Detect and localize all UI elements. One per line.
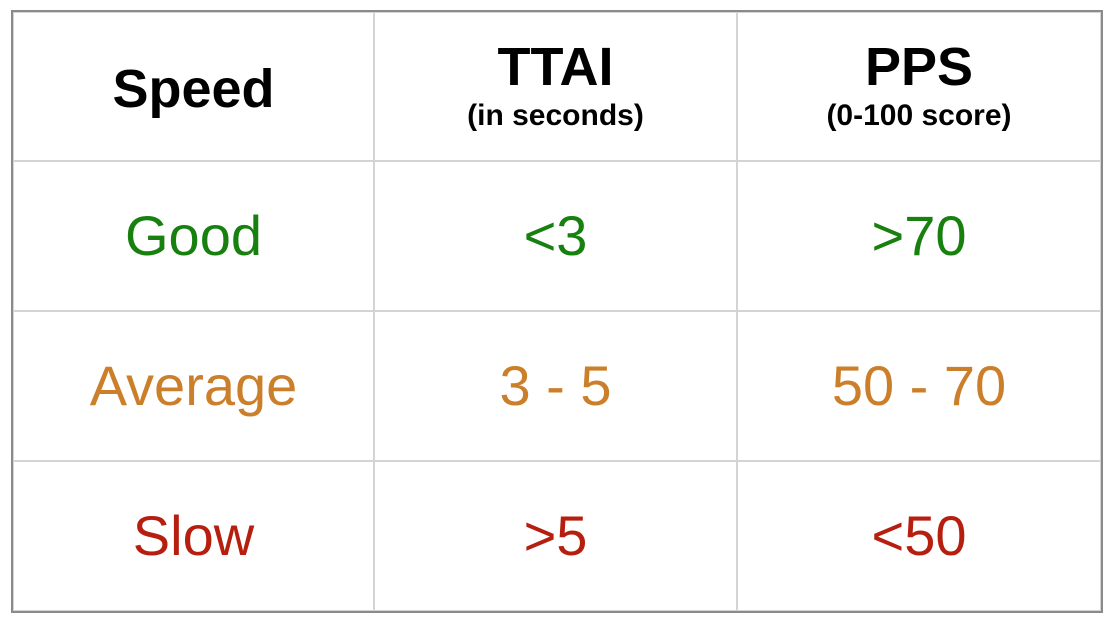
header-ttai-title: TTAI — [497, 36, 614, 97]
ttai-value: 3 - 5 — [499, 354, 612, 417]
header-ttai-subtitle: (in seconds) — [467, 98, 644, 132]
header-row: Speed TTAI (in seconds) PPS (0-100 score… — [12, 11, 1102, 162]
speed-label: Slow — [132, 504, 255, 567]
speed-thresholds-table: Speed TTAI (in seconds) PPS (0-100 score… — [11, 10, 1103, 613]
ttai-value-cell: <3 — [373, 160, 738, 312]
pps-value-cell: 50 - 70 — [736, 310, 1102, 462]
pps-value: >70 — [871, 204, 967, 267]
header-speed-label: Speed — [112, 58, 275, 119]
table-row: Average 3 - 5 50 - 70 — [12, 310, 1102, 462]
speed-label: Good — [125, 204, 262, 267]
speed-label-cell: Good — [12, 160, 375, 312]
table-row: Slow >5 <50 — [12, 460, 1102, 612]
ttai-value: >5 — [523, 504, 588, 567]
speed-label: Average — [89, 354, 298, 417]
pps-value-cell: >70 — [736, 160, 1102, 312]
ttai-value-cell: >5 — [373, 460, 738, 612]
ttai-value-cell: 3 - 5 — [373, 310, 738, 462]
ttai-value: <3 — [523, 204, 588, 267]
pps-value: <50 — [871, 504, 967, 567]
header-pps-cell: PPS (0-100 score) — [736, 11, 1102, 162]
header-ttai-cell: TTAI (in seconds) — [373, 11, 738, 162]
header-pps-subtitle: (0-100 score) — [826, 98, 1012, 132]
speed-label-cell: Slow — [12, 460, 375, 612]
pps-value-cell: <50 — [736, 460, 1102, 612]
speed-label-cell: Average — [12, 310, 375, 462]
header-speed-cell: Speed — [12, 11, 375, 162]
table-row: Good <3 >70 — [12, 160, 1102, 312]
header-pps-title: PPS — [864, 36, 974, 97]
pps-value: 50 - 70 — [831, 354, 1007, 417]
